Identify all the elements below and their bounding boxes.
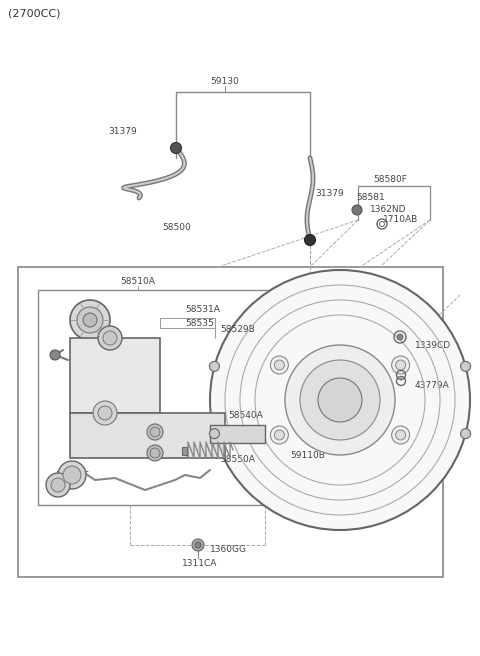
Circle shape: [170, 142, 181, 154]
Circle shape: [51, 478, 65, 492]
Circle shape: [50, 350, 60, 360]
Circle shape: [58, 461, 86, 489]
Circle shape: [46, 473, 70, 497]
Circle shape: [93, 401, 117, 425]
Circle shape: [98, 406, 112, 420]
Circle shape: [150, 427, 160, 437]
Circle shape: [300, 360, 380, 440]
Text: 1360GG: 1360GG: [210, 546, 247, 554]
Circle shape: [304, 234, 315, 245]
Circle shape: [147, 445, 163, 461]
Text: 43779A: 43779A: [415, 380, 450, 390]
Text: 1311CA: 1311CA: [182, 560, 218, 569]
Bar: [70, 338, 160, 413]
Circle shape: [396, 360, 406, 370]
Text: 58580F: 58580F: [373, 174, 407, 184]
Circle shape: [209, 361, 219, 371]
Circle shape: [150, 448, 160, 458]
Bar: [70, 413, 225, 458]
Circle shape: [195, 542, 201, 548]
Circle shape: [275, 430, 284, 440]
Circle shape: [396, 430, 406, 440]
Text: 58529B: 58529B: [220, 325, 255, 335]
Circle shape: [63, 466, 81, 484]
Text: 58775F: 58775F: [55, 470, 89, 480]
Bar: [182, 447, 187, 455]
Text: 31379: 31379: [108, 127, 137, 136]
Circle shape: [70, 300, 110, 340]
Circle shape: [318, 378, 362, 422]
Circle shape: [103, 331, 117, 345]
Circle shape: [461, 361, 470, 371]
Circle shape: [352, 205, 362, 215]
Circle shape: [83, 313, 97, 327]
Circle shape: [192, 539, 204, 551]
Text: 58510A: 58510A: [120, 277, 156, 287]
Text: 59130: 59130: [211, 77, 240, 87]
Circle shape: [397, 334, 403, 340]
Text: 58531A: 58531A: [185, 306, 220, 314]
Circle shape: [270, 356, 288, 374]
Text: 58500: 58500: [162, 224, 191, 232]
Bar: [38, 290, 318, 505]
Text: 58581: 58581: [356, 194, 385, 203]
Circle shape: [270, 426, 288, 444]
Circle shape: [98, 326, 122, 350]
Text: 1362ND: 1362ND: [370, 205, 407, 213]
Text: 1339CD: 1339CD: [415, 340, 451, 350]
Circle shape: [209, 428, 219, 439]
Text: 58672: 58672: [88, 443, 117, 453]
Bar: [18, 267, 443, 577]
Circle shape: [392, 356, 409, 374]
Circle shape: [285, 345, 395, 455]
Text: 58672: 58672: [88, 424, 117, 432]
Text: (2700CC): (2700CC): [8, 9, 60, 19]
Text: 58540A: 58540A: [228, 411, 263, 420]
Circle shape: [461, 428, 470, 439]
Circle shape: [392, 426, 409, 444]
Circle shape: [77, 307, 103, 333]
Bar: [210, 425, 265, 443]
Circle shape: [147, 424, 163, 440]
Text: 58550A: 58550A: [220, 455, 255, 464]
Text: 58535: 58535: [185, 319, 214, 327]
Text: 1710AB: 1710AB: [383, 215, 418, 224]
Text: 31379: 31379: [315, 188, 344, 197]
Circle shape: [275, 360, 284, 370]
Circle shape: [210, 270, 470, 530]
Text: 59110B: 59110B: [290, 451, 325, 459]
